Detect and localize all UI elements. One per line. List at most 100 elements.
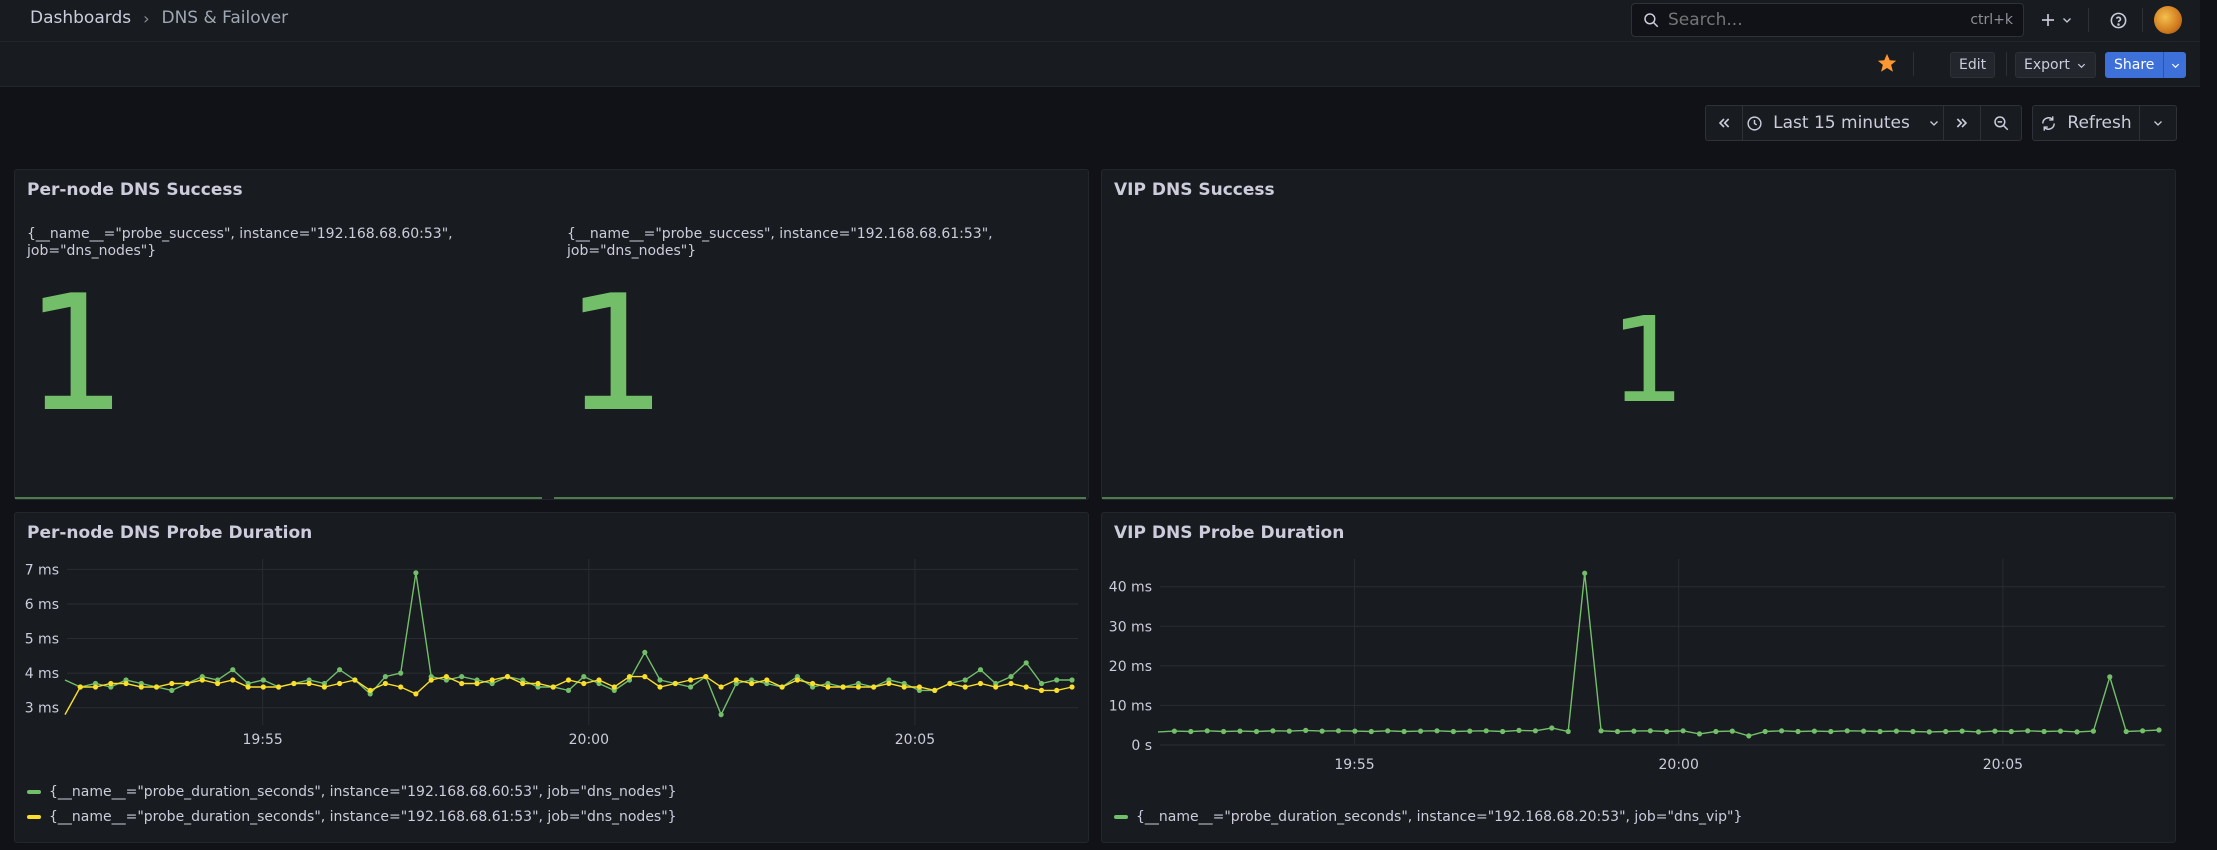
x-tick-label: 19:55 — [242, 732, 282, 748]
data-point — [672, 680, 678, 687]
y-tick-label: 0 s — [1131, 738, 1152, 754]
timeseries-chart[interactable]: 0 s 10 ms 20 ms 30 ms 40 ms 19:55 20:00 20:05 — [1102, 513, 2177, 844]
help-button[interactable] — [2104, 6, 2132, 34]
data-point — [886, 680, 892, 687]
divider — [2088, 8, 2089, 32]
x-tick-label: 20:00 — [1659, 757, 1699, 773]
data-point — [1614, 728, 1621, 735]
data-point — [565, 687, 572, 693]
data-point — [733, 677, 739, 683]
data-point — [169, 687, 175, 693]
data-point — [1828, 728, 1834, 735]
y-tick-label: 7 ms — [25, 562, 59, 578]
timeseries-chart[interactable]: 3 ms 4 ms 5 ms 6 ms 7 ms 19:55 20:00 20:05 — [15, 513, 1090, 844]
data-point — [77, 684, 83, 690]
share-button[interactable]: Share — [2105, 52, 2164, 78]
data-point — [1450, 728, 1456, 735]
star-icon[interactable] — [1876, 52, 1898, 74]
data-point — [2057, 728, 2064, 734]
panel-title: VIP DNS Success — [1114, 180, 1275, 200]
data-point — [291, 680, 297, 687]
export-button[interactable]: Export — [2015, 52, 2096, 78]
y-tick-label: 4 ms — [25, 666, 59, 682]
y-tick-label: 3 ms — [25, 701, 59, 717]
data-point — [169, 680, 175, 687]
data-point — [1188, 728, 1194, 735]
data-point — [749, 680, 755, 687]
data-point — [2107, 674, 2113, 680]
data-point — [1500, 728, 1506, 735]
data-point — [184, 680, 190, 687]
refresh-button[interactable]: Refresh — [2032, 105, 2140, 141]
data-point — [153, 684, 160, 690]
time-range-label: Last 15 minutes — [1773, 113, 1910, 133]
help-icon — [2110, 12, 2126, 28]
data-point — [123, 680, 129, 687]
time-shift-back-button[interactable] — [1705, 105, 1743, 141]
panel-vip-dns-probe-duration[interactable]: VIP DNS Probe Duration 0 s 10 ms 20 ms 30 m… — [1101, 512, 2176, 843]
legend-swatch — [1114, 815, 1128, 819]
add-menu-button[interactable] — [2036, 6, 2076, 34]
data-point — [1253, 728, 1260, 735]
refresh-interval-picker[interactable] — [2139, 105, 2177, 141]
data-point — [581, 674, 587, 680]
legend-item[interactable]: {__name__="probe_duration_seconds", inst… — [1114, 809, 1742, 825]
divider — [2006, 52, 2007, 76]
time-shift-forward-button[interactable] — [1943, 105, 1981, 141]
data-point — [245, 684, 251, 690]
chevrons-left-icon — [1718, 118, 1730, 128]
search-box[interactable]: ctrl+k — [1631, 3, 2024, 37]
data-point — [92, 684, 99, 690]
dashboard-toolbar — [0, 42, 2200, 87]
stat-sparkline — [1102, 497, 2173, 499]
data-point — [2090, 728, 2096, 734]
panel-per-node-dns-probe-duration[interactable]: Per-node DNS Probe Duration 3 ms 4 ms 5 ms… — [14, 512, 1089, 843]
y-tick-label: 5 ms — [25, 632, 59, 648]
chevron-down-icon — [1929, 121, 1938, 126]
panel-vip-dns-success[interactable]: VIP DNS Success 1 — [1101, 169, 2176, 500]
search-input[interactable] — [1668, 10, 1971, 30]
data-point — [1598, 728, 1604, 734]
legend-item[interactable]: {__name__="probe_duration_seconds", inst… — [27, 809, 677, 825]
stat-value: 1 — [25, 260, 127, 447]
data-point — [1038, 680, 1045, 687]
user-avatar[interactable] — [2154, 6, 2182, 34]
data-point — [1352, 728, 1358, 734]
data-point — [1729, 728, 1735, 734]
data-point — [1221, 728, 1227, 735]
data-point — [1008, 680, 1014, 687]
data-point — [1483, 728, 1489, 734]
data-point — [1204, 728, 1210, 734]
data-point — [215, 680, 221, 687]
stat-sparkline — [15, 497, 542, 499]
divider — [2142, 8, 2143, 32]
x-tick-label: 20:05 — [1983, 757, 2023, 773]
zoom-out-button[interactable] — [1980, 105, 2022, 141]
time-range-picker[interactable]: Last 15 minutes — [1742, 105, 1944, 141]
data-point — [550, 684, 556, 690]
data-point — [1385, 728, 1391, 734]
data-point — [1877, 728, 1883, 735]
legend-item[interactable]: {__name__="probe_duration_seconds", inst… — [27, 784, 677, 800]
breadcrumb-dashboards-link[interactable]: Dashboards — [30, 8, 132, 28]
panel-per-node-dns-success[interactable]: Per-node DNS Success {__name__="probe_su… — [14, 169, 1089, 500]
data-point — [504, 674, 511, 680]
share-button-label: Share — [2114, 57, 2155, 73]
data-point — [1270, 728, 1276, 734]
share-options-button[interactable] — [2163, 52, 2186, 78]
edit-button[interactable]: Edit — [1950, 52, 1996, 78]
data-point — [810, 680, 816, 687]
series-line — [1157, 573, 2160, 737]
data-point — [779, 684, 785, 690]
stat-value: 1 — [565, 260, 667, 447]
data-point — [306, 680, 312, 687]
x-tick-label: 20:00 — [569, 732, 609, 748]
data-point — [1943, 728, 1949, 735]
chevron-down-icon — [2063, 18, 2071, 23]
data-point — [1762, 728, 1768, 735]
data-point — [642, 649, 648, 655]
data-point — [1844, 728, 1850, 734]
data-point — [1237, 728, 1243, 734]
data-point — [1861, 728, 1867, 734]
data-point — [1434, 728, 1440, 734]
